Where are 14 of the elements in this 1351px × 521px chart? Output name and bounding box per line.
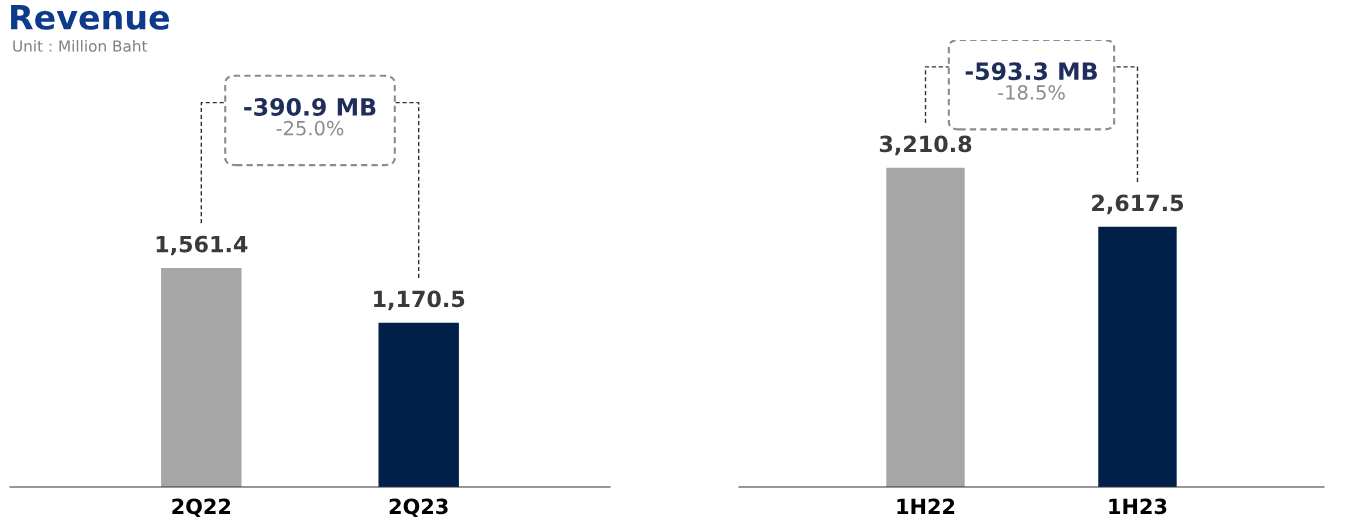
text: -18.5% <box>998 85 1065 100</box>
text: -593.3 MB <box>965 62 1097 81</box>
text: -25.0% <box>276 120 344 136</box>
x-tick-label: 1H23 <box>1109 498 1167 515</box>
data-label: 1,561.4 <box>156 235 248 256</box>
data-label: 1,170.5 <box>374 290 465 311</box>
x-tick-label: 2Q22 <box>172 498 231 517</box>
data-label: 2,617.5 <box>1092 194 1184 215</box>
chart-title: Revenue <box>11 5 170 30</box>
text: -390.9 MB <box>244 98 376 116</box>
chart-subtitle: Unit : Million Baht <box>13 40 148 52</box>
x-tick-label: 1H22 <box>897 498 955 514</box>
data-label: 3,210.8 <box>879 135 972 156</box>
x-tick-label: 2Q23 <box>389 498 448 517</box>
